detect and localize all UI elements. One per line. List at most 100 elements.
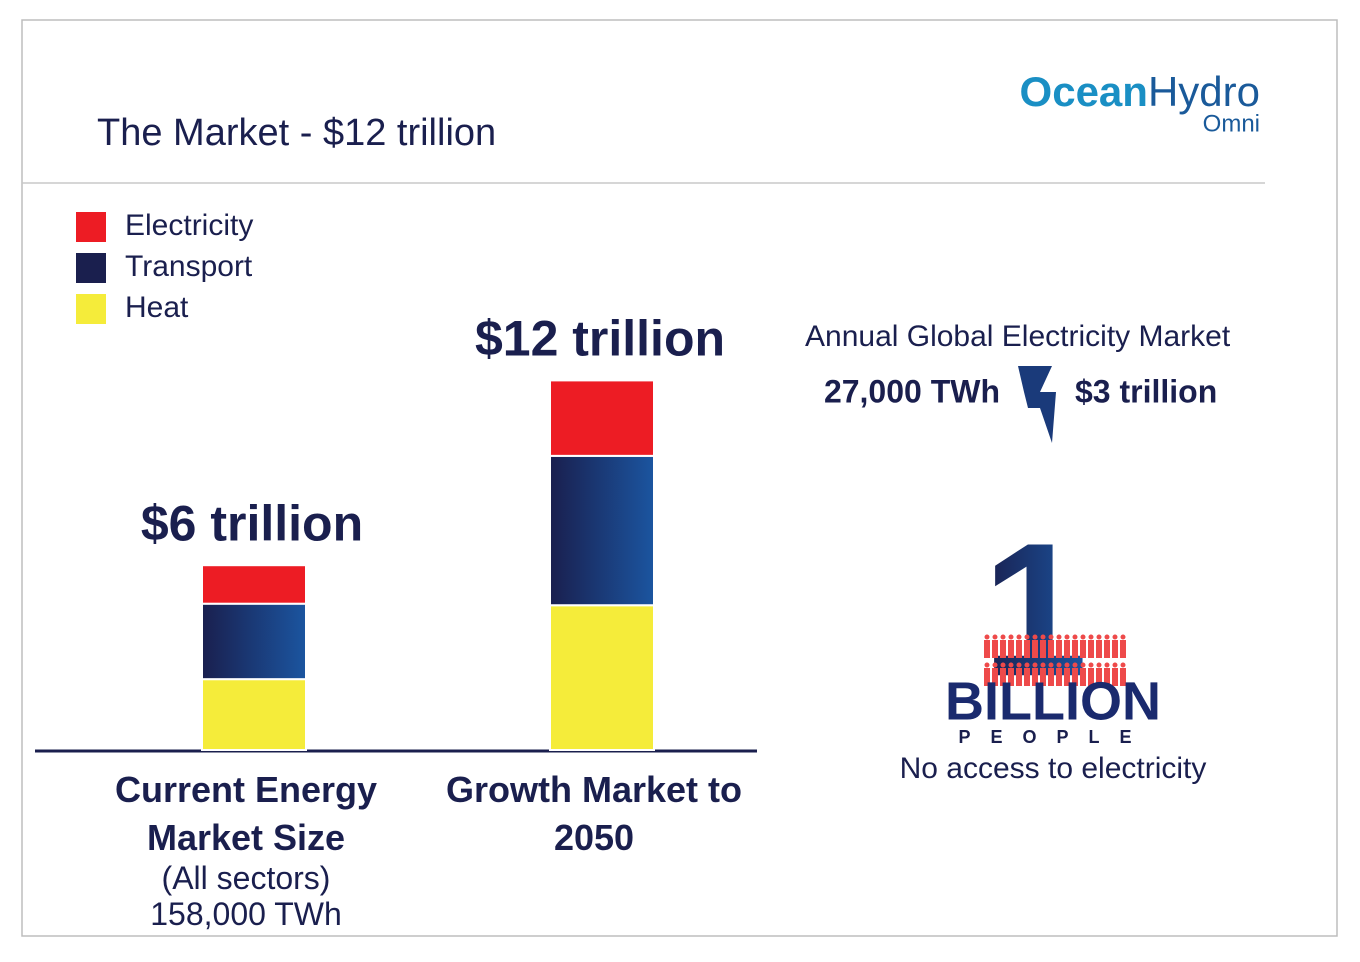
category-label: Growth Market to 2050 xyxy=(445,769,742,858)
person-body xyxy=(984,668,990,686)
panel-value: $3 trillion xyxy=(1075,373,1217,409)
bar-segment xyxy=(549,454,655,607)
person-body xyxy=(1064,668,1070,686)
person-head xyxy=(1056,634,1062,640)
bar-segment xyxy=(549,379,655,457)
person-head xyxy=(1056,662,1062,668)
person-head xyxy=(1072,634,1078,640)
people-icons xyxy=(984,634,1126,686)
bar-segment xyxy=(201,564,307,605)
person-head xyxy=(992,662,998,668)
person-body xyxy=(1032,640,1038,658)
person-body xyxy=(1032,668,1038,686)
person-head xyxy=(1008,662,1014,668)
person-head xyxy=(1040,662,1046,668)
category-note: 158,000 TWh xyxy=(150,896,342,932)
person-head xyxy=(1000,634,1006,640)
slide-title: The Market - $12 trillion xyxy=(97,112,496,154)
person-head xyxy=(1088,662,1094,668)
person-head xyxy=(1080,634,1086,640)
category-note: (All sectors) xyxy=(161,860,331,896)
logo: OceanHydro xyxy=(1020,68,1260,115)
person-body xyxy=(1056,640,1062,658)
person-head xyxy=(1024,634,1030,640)
person-body xyxy=(1096,640,1102,658)
person-head xyxy=(1016,662,1022,668)
legend-swatch xyxy=(76,253,106,283)
person-head xyxy=(984,662,990,668)
person-body xyxy=(1120,668,1126,686)
person-head xyxy=(1112,662,1118,668)
person-head xyxy=(1104,634,1110,640)
person-head xyxy=(1096,662,1102,668)
person-head xyxy=(1120,662,1126,668)
small-word: PEOPLE xyxy=(958,727,1151,747)
person-head xyxy=(1048,634,1054,640)
person-head xyxy=(1120,634,1126,640)
person-body xyxy=(1024,640,1030,658)
bar-segment xyxy=(201,602,307,681)
bar-segment xyxy=(201,678,307,751)
logo-main: Ocean xyxy=(1020,68,1148,115)
person-body xyxy=(1080,668,1086,686)
person-body xyxy=(1088,668,1094,686)
legend-label: Heat xyxy=(125,291,189,324)
person-body xyxy=(1040,640,1046,658)
person-head xyxy=(1024,662,1030,668)
person-body xyxy=(1096,668,1102,686)
person-body xyxy=(1008,668,1014,686)
person-body xyxy=(1016,640,1022,658)
person-head xyxy=(1096,634,1102,640)
person-head xyxy=(1072,662,1078,668)
legend-label: Electricity xyxy=(125,209,253,242)
person-head xyxy=(1064,634,1070,640)
person-body xyxy=(1000,668,1006,686)
person-head xyxy=(1104,662,1110,668)
person-body xyxy=(1104,668,1110,686)
person-body xyxy=(1048,668,1054,686)
lightning-icon xyxy=(1018,366,1056,443)
person-head xyxy=(1040,634,1046,640)
person-body xyxy=(1120,640,1126,658)
logo-sub: Omni xyxy=(1203,110,1260,137)
bar-segment xyxy=(549,604,655,751)
person-head xyxy=(1088,634,1094,640)
person-body xyxy=(1000,640,1006,658)
person-body xyxy=(1064,640,1070,658)
person-head xyxy=(1048,662,1054,668)
person-body xyxy=(1112,640,1118,658)
bar-total-label: $6 trillion xyxy=(141,495,363,551)
person-body xyxy=(992,640,998,658)
person-head xyxy=(1032,662,1038,668)
person-body xyxy=(1080,640,1086,658)
bar-total-label: $12 trillion xyxy=(475,311,725,367)
person-body xyxy=(1088,640,1094,658)
panel-energy: 27,000 TWh xyxy=(824,373,1000,409)
person-body xyxy=(1072,668,1078,686)
person-head xyxy=(1000,662,1006,668)
big-word: BILLION xyxy=(945,671,1161,731)
person-body xyxy=(992,668,998,686)
person-body xyxy=(1016,668,1022,686)
person-head xyxy=(1080,662,1086,668)
person-head xyxy=(1032,634,1038,640)
person-body xyxy=(1024,668,1030,686)
legend-label: Transport xyxy=(125,250,253,283)
person-body xyxy=(1040,668,1046,686)
person-body xyxy=(1008,640,1014,658)
person-body xyxy=(1048,640,1054,658)
person-head xyxy=(1016,634,1022,640)
person-body xyxy=(1112,668,1118,686)
person-body xyxy=(984,640,990,658)
logo-accent: Hydro xyxy=(1148,68,1260,115)
person-body xyxy=(1056,668,1062,686)
person-head xyxy=(1112,634,1118,640)
person-head xyxy=(1008,634,1014,640)
panel-heading: Annual Global Electricity Market xyxy=(805,320,1231,353)
person-body xyxy=(1104,640,1110,658)
panel-caption: No access to electricity xyxy=(900,752,1207,785)
person-head xyxy=(1064,662,1070,668)
category-label: Current Energy Market Size xyxy=(114,769,378,858)
